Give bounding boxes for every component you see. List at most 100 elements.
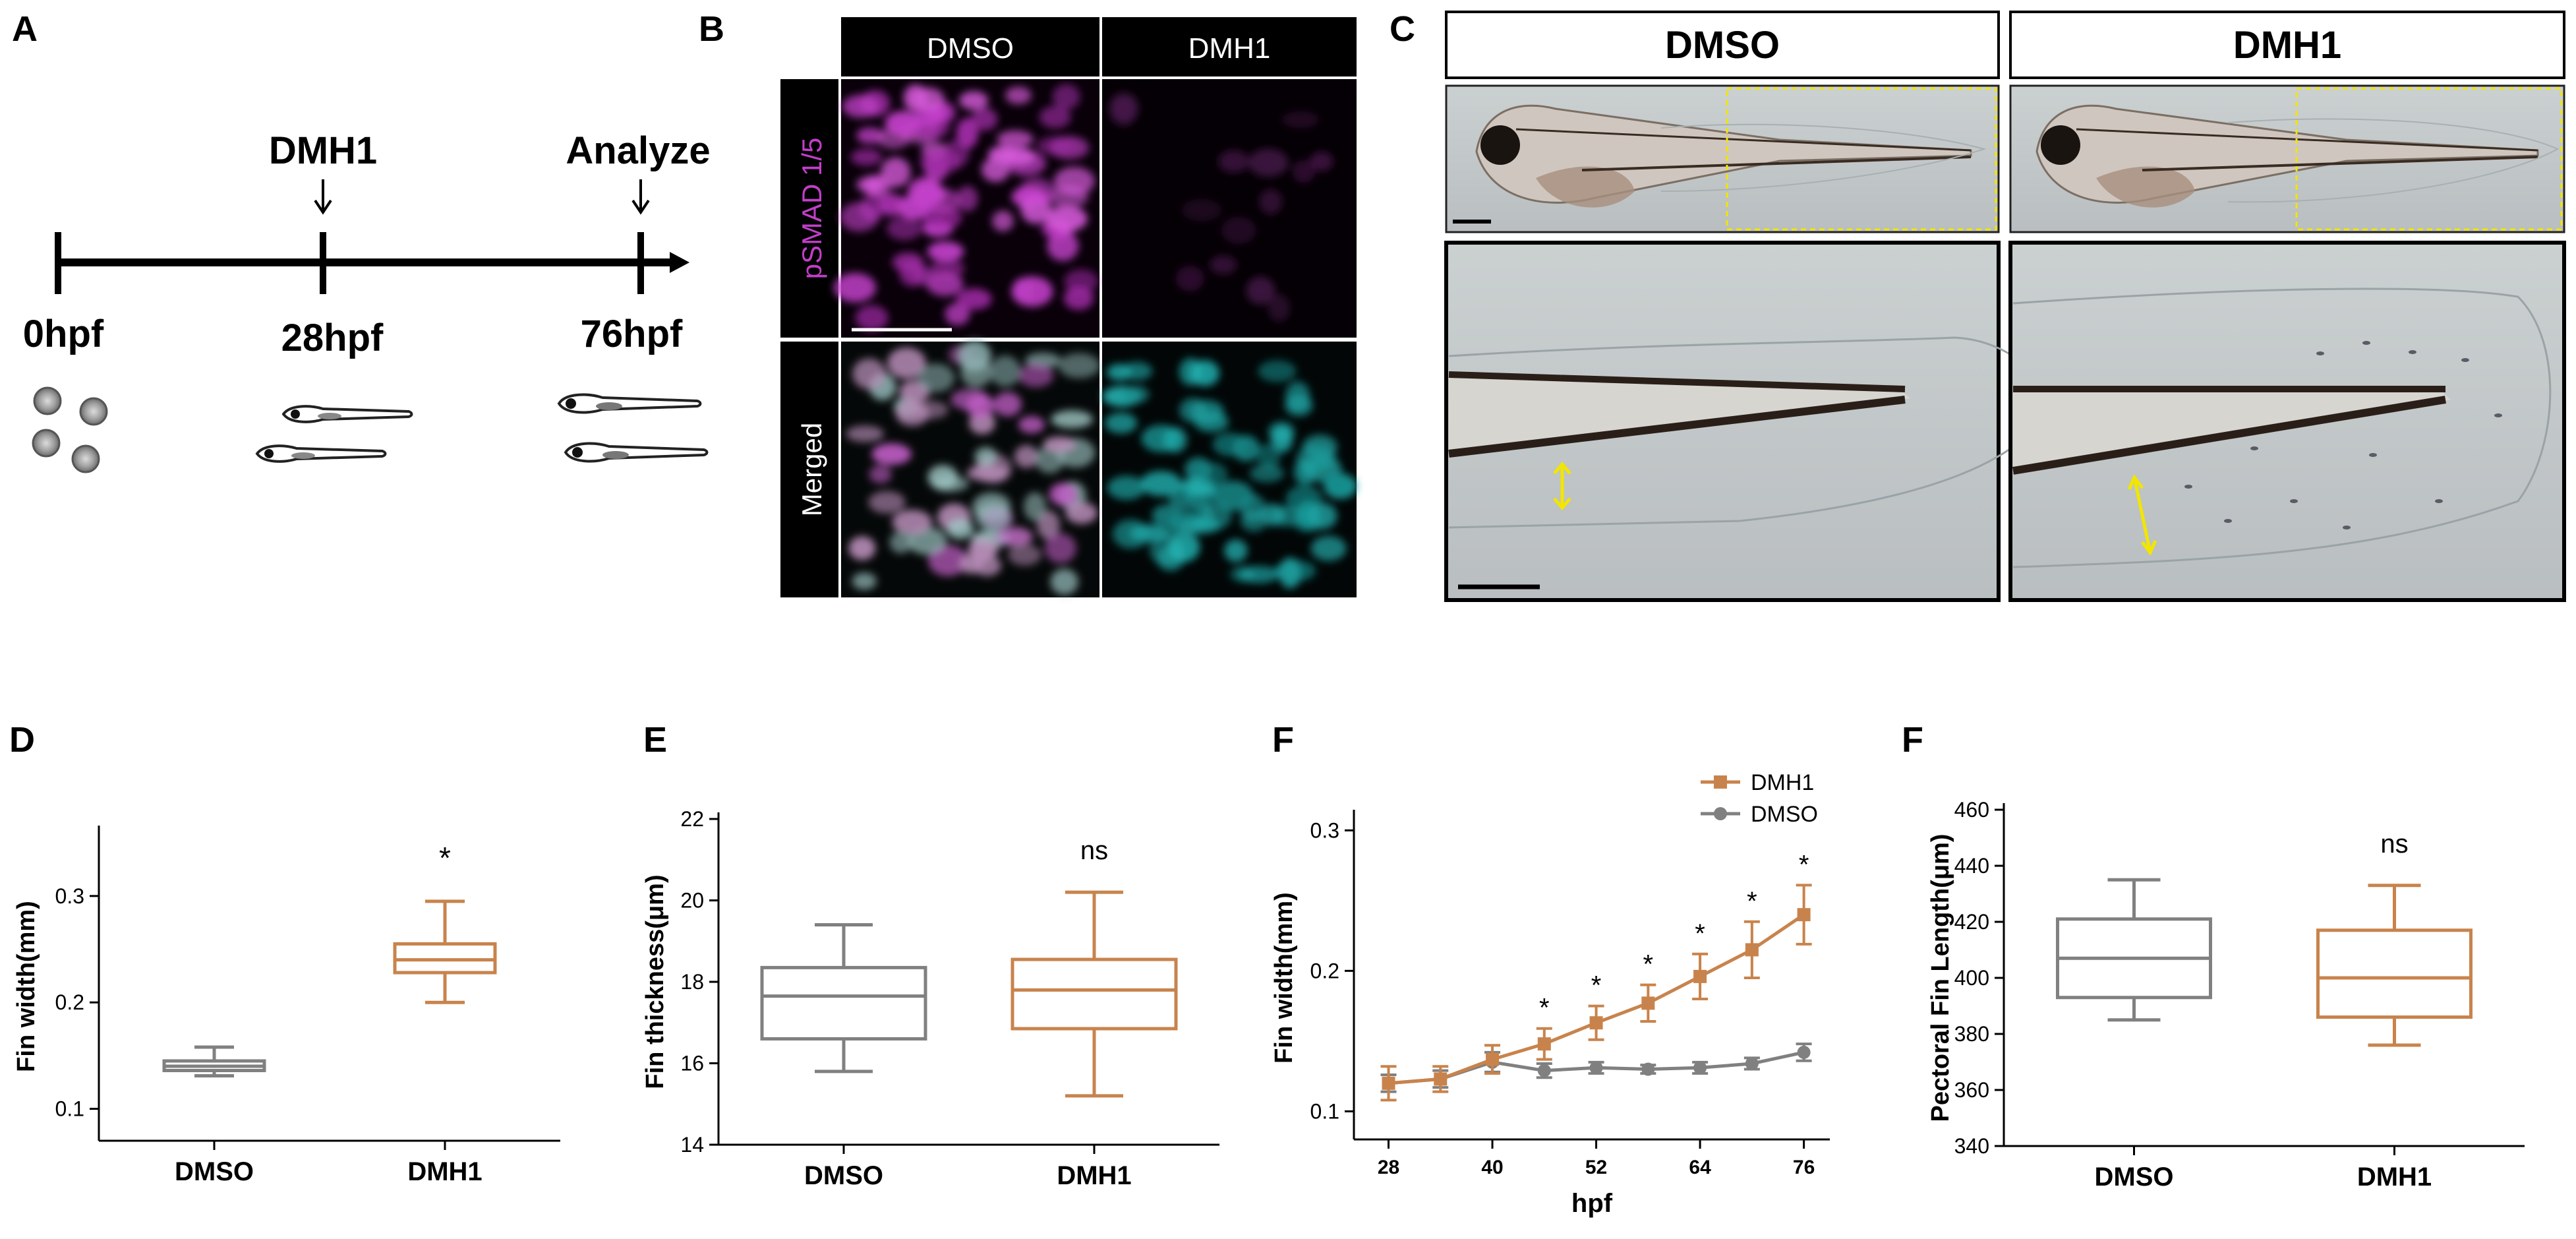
y-tick-label: 22 bbox=[680, 807, 704, 831]
legend-label-dmh1: DMH1 bbox=[1751, 770, 1814, 795]
nucleus-blob bbox=[1296, 444, 1337, 472]
nucleus-blob bbox=[993, 392, 1022, 417]
larva-dmh1-drawing bbox=[2035, 104, 2560, 208]
nucleus-blob bbox=[958, 91, 989, 110]
legend-marker-dmso bbox=[1714, 807, 1727, 820]
nucleus-blob bbox=[1210, 255, 1237, 275]
panel-c-brightfield: DMSO DMH1 bbox=[1444, 11, 2566, 602]
nucleus-blob bbox=[1001, 147, 1036, 166]
c-label-dmh1: DMH1 bbox=[2233, 24, 2341, 67]
significance-label: * bbox=[1539, 994, 1550, 1023]
nucleus-blob bbox=[1065, 502, 1098, 524]
row-header-psmad bbox=[780, 79, 838, 338]
nucleus-blob bbox=[1175, 266, 1204, 291]
x-tick-label: DMH1 bbox=[2357, 1163, 2432, 1192]
nucleus-blob bbox=[887, 216, 922, 241]
chart-f-fin-width-timecourse: 0.1 0.2 0.3 Fin width(mm) 28 40 52 64 76 hpf * * * * *… bbox=[1270, 770, 1830, 1218]
nucleus-blob bbox=[1049, 483, 1078, 506]
x-tick-label: DMH1 bbox=[407, 1157, 482, 1186]
nucleus-blob bbox=[1268, 421, 1295, 442]
nucleus-blob bbox=[1005, 86, 1032, 105]
nucleus-blob bbox=[1052, 84, 1080, 110]
nucleus-blob bbox=[1036, 136, 1076, 155]
nucleus-blob bbox=[1037, 510, 1060, 539]
nucleus-blob bbox=[1292, 160, 1315, 183]
data-point-circle bbox=[1693, 1061, 1707, 1075]
nucleus-blob bbox=[1123, 386, 1150, 404]
nucleus-blob bbox=[1310, 535, 1347, 561]
nucleus-blob bbox=[1248, 148, 1289, 177]
nucleus-blob bbox=[1012, 278, 1034, 302]
nucleus-blob bbox=[1049, 185, 1089, 208]
nucleus-blob bbox=[927, 241, 964, 262]
y-tick-label: 420 bbox=[1954, 910, 1989, 934]
x-tick-label: DMSO bbox=[175, 1157, 254, 1186]
y-tick-label: 0.2 bbox=[1310, 959, 1339, 982]
y-tick-label: 360 bbox=[1954, 1078, 1989, 1102]
chart-e-fin-thickness: 14 16 18 20 22 Fin thickness(μm) DMSO DMH1 ns bbox=[641, 807, 1219, 1190]
x-tick-label: 76 bbox=[1793, 1157, 1815, 1178]
data-point-square bbox=[1486, 1052, 1500, 1066]
nucleus-blob bbox=[1045, 206, 1088, 232]
box-iqr bbox=[2316, 928, 2473, 1019]
c-header-dmh1 bbox=[2009, 11, 2565, 79]
nucleus-blob bbox=[887, 347, 926, 379]
nucleus-blob bbox=[1232, 435, 1260, 462]
nucleus-blob bbox=[856, 127, 884, 144]
nucleus-blob bbox=[915, 106, 946, 127]
nucleus-blob bbox=[885, 111, 922, 136]
nucleus-blob bbox=[1008, 544, 1041, 566]
data-point-square bbox=[1745, 943, 1759, 957]
nucleus-blob bbox=[956, 117, 979, 149]
treatment-arrow bbox=[314, 179, 332, 215]
larva-icons-76hpf bbox=[557, 393, 709, 463]
y-axis-label: Pectoral Fin Length(μm) bbox=[1927, 833, 1954, 1122]
significance-label: * bbox=[1591, 971, 1602, 1000]
row-header-merged bbox=[780, 342, 838, 597]
nucleus-blob bbox=[842, 94, 879, 118]
zoom-dmh1-drawing bbox=[2012, 287, 2552, 568]
y-tick-label: 0.3 bbox=[55, 884, 84, 908]
nucleus-blob bbox=[992, 210, 1014, 232]
data-point-square bbox=[1382, 1076, 1395, 1090]
nucleus-blob bbox=[956, 288, 992, 310]
data-point-circle bbox=[1589, 1061, 1603, 1075]
y-tick-label: 440 bbox=[1954, 854, 1989, 878]
analyze-arrow bbox=[631, 179, 650, 215]
data-point-square bbox=[1434, 1072, 1448, 1086]
nucleus-blob bbox=[846, 425, 885, 442]
y-tick-label: 20 bbox=[680, 889, 704, 913]
y-tick-label: 380 bbox=[1954, 1022, 1989, 1046]
x-tick-label: 28 bbox=[1378, 1157, 1399, 1178]
data-point-square bbox=[1797, 908, 1811, 922]
nucleus-blob bbox=[1249, 464, 1285, 483]
nucleus-blob bbox=[1039, 106, 1071, 129]
y-axis-label: Fin thickness(μm) bbox=[641, 874, 669, 1089]
nucleus-blob bbox=[1051, 410, 1094, 429]
nucleus-blob bbox=[1224, 539, 1248, 562]
y-tick-label: 0.2 bbox=[55, 990, 84, 1014]
col-header-dmh1 bbox=[1102, 17, 1357, 76]
panel-letter-c: C bbox=[1390, 9, 1415, 49]
zoom-dmso-drawing bbox=[1448, 336, 2058, 529]
nucleus-blob bbox=[1112, 519, 1150, 549]
panel-letter-e: E bbox=[643, 720, 667, 760]
nucleus-blob bbox=[892, 510, 932, 535]
nucleus-blob bbox=[945, 303, 970, 326]
panel-b-staining: DMSO DMH1 pSMAD 1/5 Merged bbox=[780, 17, 1357, 597]
y-tick-label: 0.1 bbox=[55, 1097, 84, 1121]
larva-dmso-drawing bbox=[1475, 104, 1987, 208]
significance-label: * bbox=[439, 841, 451, 875]
nucleus-blob bbox=[1181, 198, 1221, 222]
roi-box-dmso bbox=[1726, 87, 1997, 231]
nucleus-blob bbox=[1272, 506, 1303, 527]
col-header-dmso bbox=[841, 17, 1099, 76]
panel-letter-d: D bbox=[9, 720, 35, 760]
nucleus-blob bbox=[971, 107, 998, 131]
nucleus-blob bbox=[897, 195, 930, 220]
data-point-circle bbox=[1641, 1062, 1655, 1076]
legend-marker-dmh1 bbox=[1714, 775, 1727, 789]
nucleus-blob bbox=[920, 149, 961, 175]
treatment-label: DMH1 bbox=[269, 129, 377, 172]
nucleus-blob bbox=[1107, 363, 1132, 381]
